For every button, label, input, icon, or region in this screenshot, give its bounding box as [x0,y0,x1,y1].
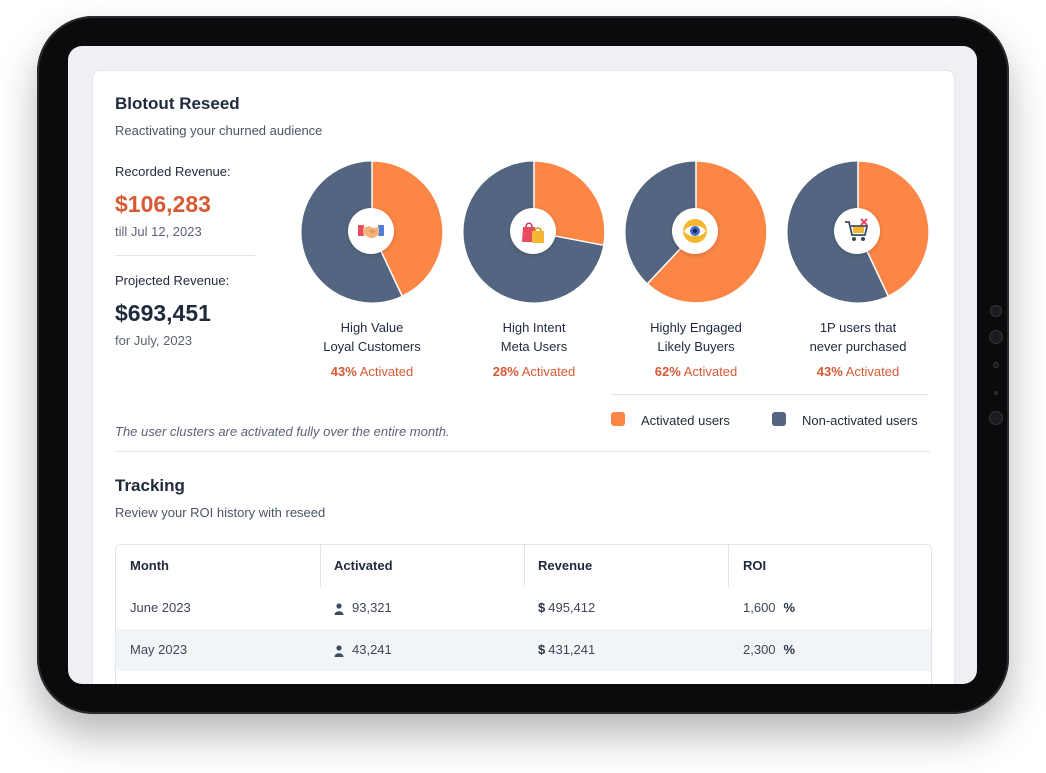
column-separator [728,545,729,587]
pie-center-badge [672,208,718,254]
projected-revenue-value: $693,451 [115,300,211,326]
recorded-revenue-date: till Jul 12, 2023 [115,224,202,239]
legend-non-activated-swatch [772,412,786,426]
percent-symbol: % [783,600,796,615]
currency-symbol: $ [538,600,546,615]
pct-suffix: Activated [521,364,576,379]
pie-label-line2: Meta Users [500,339,568,354]
legend-divider [611,394,929,395]
pie-label-line1: 1P users that [819,320,897,335]
legend-activated-label: Activated users [641,413,730,428]
revenue-amount: 431,241 [548,642,596,657]
column-separator [524,545,525,587]
pie-label-line1: High Intent [502,320,566,335]
cell-month: June 2023 [130,600,191,615]
eye-icon [683,219,707,243]
pie-pct-highly-engaged: 62% Activated [621,364,771,379]
reseed-card: Blotout Reseed Reactivating your churned… [92,70,955,684]
shopping-bags-icon [522,222,544,243]
roi-table: Month Activated Revenue ROI June 2023 93… [115,544,932,684]
reseed-title: Blotout Reseed [115,94,240,113]
pie-label-high-value: High Value Loyal Customers [297,318,447,356]
table-row[interactable]: June 2023 93,321 $495,412 1,600% [116,587,931,630]
legend-activated-swatch [611,412,625,426]
cell-activated: 93,321 [334,587,392,629]
tablet-screen: Blotout Reseed Reactivating your churned… [68,46,977,684]
cell-roi: 1,600% [743,587,795,629]
user-icon [334,602,344,615]
pct-value: 62% [654,364,681,379]
side-button-bottom [989,411,1003,425]
pie-label-never-purchased: 1P users that never purchased [783,318,933,356]
pie-label-highly-engaged: Highly Engaged Likely Buyers [621,318,771,356]
pct-suffix: Activated [359,364,414,379]
sensor-dot [993,362,999,368]
activated-count: 93,321 [352,600,392,615]
sensor-dot-small [994,391,998,395]
tracking-subtitle: Review your ROI history with reseed [115,505,326,520]
currency-symbol: $ [538,642,546,657]
recorded-revenue-value: $106,283 [115,191,211,217]
handshake-icon [358,225,384,238]
header-revenue[interactable]: Revenue [538,558,593,573]
roi-value: 1,600 [743,600,776,615]
roi-value: 2,300 [743,642,776,657]
table-row[interactable]: May 2023 43,241 $431,241 2,300% [116,629,931,672]
pie-chart-high-intent [461,159,607,305]
pie-center-badge [510,208,556,254]
side-button-top [989,330,1003,344]
cell-month: May 2023 [130,642,188,657]
pie-pct-high-intent: 28% Activated [459,364,609,379]
header-activated[interactable]: Activated [334,558,393,573]
header-roi[interactable]: ROI [743,558,767,573]
cart-cancel-icon [845,218,869,241]
activation-note: The user clusters are activated fully ov… [115,424,450,439]
table-row-partial [116,671,931,684]
user-icon [334,644,344,657]
cell-roi: 2,300% [743,629,795,671]
projected-revenue-date: for July, 2023 [115,333,193,348]
pct-value: 43% [816,364,843,379]
cell-activated: 43,241 [334,629,392,671]
activated-count: 43,241 [352,642,392,657]
column-separator [320,545,321,587]
revenue-divider [115,255,255,256]
cell-revenue: $495,412 [538,587,595,629]
reseed-subtitle: Reactivating your churned audience [115,123,323,138]
percent-symbol: % [783,642,796,657]
pie-chart-high-value [299,159,445,305]
pie-label-line2: Loyal Customers [323,339,421,354]
pie-pct-high-value: 43% Activated [297,364,447,379]
cell-revenue: $431,241 [538,629,595,671]
pie-center-badge [834,208,880,254]
pie-label-line2: Likely Buyers [657,339,735,354]
section-divider [115,451,930,452]
recorded-revenue-label: Recorded Revenue: [115,164,231,179]
pie-pct-never-purchased: 43% Activated [783,364,933,379]
pie-label-high-intent: High Intent Meta Users [459,318,609,356]
pie-activated-slice [371,160,444,298]
pie-label-line1: High Value [340,320,404,335]
pie-label-line1: Highly Engaged [650,320,742,335]
pct-suffix: Activated [845,364,900,379]
pie-chart-never-purchased [785,159,931,305]
header-month[interactable]: Month [130,558,169,573]
pct-value: 28% [492,364,519,379]
revenue-amount: 495,412 [548,600,596,615]
pct-suffix: Activated [683,364,738,379]
pct-value: 43% [330,364,357,379]
pie-center-badge [348,208,394,254]
camera-dot [990,305,1002,317]
projected-revenue-label: Projected Revenue: [115,273,230,288]
pie-label-line2: never purchased [809,339,907,354]
table-header-row: Month Activated Revenue ROI [116,545,931,588]
legend-non-activated-label: Non-activated users [802,413,918,428]
pie-activated-slice [857,160,930,298]
pie-chart-highly-engaged [623,159,769,305]
tracking-title: Tracking [115,476,185,495]
